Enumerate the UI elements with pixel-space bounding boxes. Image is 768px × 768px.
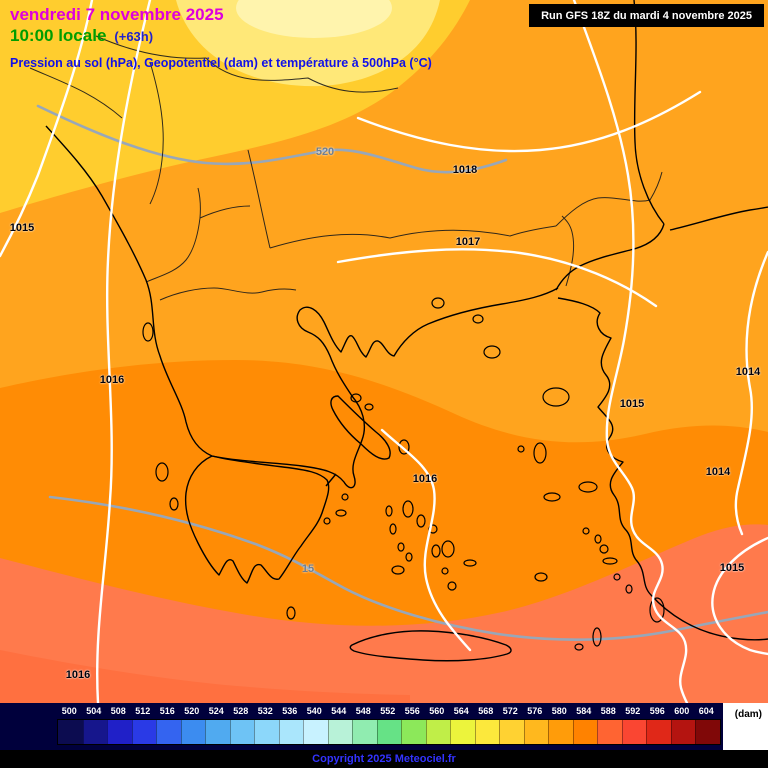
shading-band-salmon-deep: [0, 650, 410, 703]
legend-value: 596: [649, 706, 665, 716]
shading-bands: [0, 0, 768, 703]
legend-swatch: [670, 720, 695, 744]
coast-mainland-greece: [45, 125, 559, 489]
isobar-1015-right: [572, 0, 689, 703]
legend-value: 556: [404, 706, 420, 716]
isobar-1015-left: [0, 0, 94, 258]
coast-islands: [142, 297, 665, 651]
legend-rows: 500 504 508 512 516 520 524 528 532 536 540 544 548 5…: [57, 704, 721, 745]
coast-crete: [349, 630, 512, 662]
legend-value: 552: [380, 706, 396, 716]
country-borders: [29, 35, 663, 301]
legend-value: 548: [355, 706, 371, 716]
legend-swatch: [58, 720, 83, 744]
legend-swatch: [474, 720, 499, 744]
legend-value: 532: [257, 706, 273, 716]
weather-map-canvas: [0, 0, 768, 703]
legend-swatch: [523, 720, 548, 744]
legend-swatch: [572, 720, 597, 744]
legend-swatch-row: [57, 719, 721, 745]
legend-value: 540: [306, 706, 322, 716]
legend-swatch: [205, 720, 230, 744]
legend-swatch: [180, 720, 205, 744]
legend-swatch: [107, 720, 132, 744]
isobar-1017-center: [336, 248, 658, 308]
map-area: 1015 1016 1016 1018 1017 1016 1015 1014 1014 1015…: [0, 0, 768, 703]
isobar-1014-right-edge: [734, 250, 768, 536]
legend-value: 560: [429, 706, 445, 716]
coast-isthmus: [325, 473, 337, 487]
legend-swatch: [450, 720, 475, 744]
legend-values-row: 500 504 508 512 516 520 524 528 532 536 540 544 548 5…: [57, 704, 721, 719]
model-run-info: Run GFS 18Z du mardi 4 novembre 2025: [529, 4, 764, 27]
shading-band-pale-core: [236, 0, 392, 38]
legend-value: 504: [86, 706, 102, 716]
coast-blacksea-bulgaria: [633, 0, 665, 225]
shading-band-salmon: [0, 524, 768, 703]
legend-right-cap: (dam): [723, 703, 768, 750]
coast-euboea: [330, 395, 391, 460]
legend-value: 544: [331, 706, 347, 716]
legend-unit: (dam): [734, 709, 762, 720]
legend-value: 580: [551, 706, 567, 716]
legend-value: 576: [527, 706, 543, 716]
legend-value: 520: [184, 706, 200, 716]
legend-value: 568: [478, 706, 494, 716]
legend-value: 528: [233, 706, 249, 716]
map-parameters-subtitle: Pression au sol (hPa), Geopotentiel (dam…: [10, 56, 432, 71]
copyright-bar: Copyright 2025 Meteociel.fr: [0, 750, 768, 768]
forecast-time-row: 10:00 locale (+63h): [10, 26, 432, 47]
legend-swatch: [695, 720, 720, 744]
legend-value: 592: [625, 706, 641, 716]
legend-value: 584: [576, 706, 592, 716]
legend-value: 564: [453, 706, 469, 716]
isobar-lines: [0, 0, 768, 703]
coast-marmara-north: [555, 223, 665, 291]
legend-swatch: [425, 720, 450, 744]
legend-swatch: [131, 720, 156, 744]
legend-value: 536: [282, 706, 298, 716]
legend-swatch: [548, 720, 573, 744]
legend-value: 500: [61, 706, 77, 716]
map-header: vendredi 7 novembre 2025 10:00 locale (+…: [10, 5, 432, 72]
copyright-text: Copyright 2025 Meteociel.fr: [312, 753, 456, 765]
legend-swatch: [254, 720, 279, 744]
coast-peloponnese: [184, 455, 330, 584]
legend-swatch: [401, 720, 426, 744]
legend-value: 604: [698, 706, 714, 716]
coastlines: [45, 0, 768, 662]
isobar-1018-center: [356, 90, 702, 153]
legend-swatch: [303, 720, 328, 744]
coast-blacksea-turkey: [669, 206, 768, 231]
legend-swatch: [597, 720, 622, 744]
legend-swatch: [82, 720, 107, 744]
legend-swatch: [327, 720, 352, 744]
isobar-1015-bottom-right: [711, 536, 768, 656]
legend-value: 588: [600, 706, 616, 716]
legend-swatch: [646, 720, 671, 744]
isobar-1016-left: [95, 0, 152, 703]
legend-swatch: [499, 720, 524, 744]
legend-swatch: [278, 720, 303, 744]
legend-bar: (dam) 500 504 508 512 516 520 524 528 532 536 540 5…: [0, 703, 768, 750]
legend-value: 512: [135, 706, 151, 716]
legend-value: 572: [502, 706, 518, 716]
legend-swatch: [229, 720, 254, 744]
legend-value: 524: [208, 706, 224, 716]
isobar-1016-center: [380, 428, 472, 652]
coast-turkey-aegean: [557, 297, 768, 641]
legend-value: 508: [110, 706, 126, 716]
gray-contour-520: [36, 104, 508, 174]
legend-value: 600: [674, 706, 690, 716]
legend-swatch: [352, 720, 377, 744]
forecast-offset: (+63h): [114, 28, 154, 44]
legend-value: 516: [159, 706, 175, 716]
legend-swatch: [156, 720, 181, 744]
legend-swatch: [376, 720, 401, 744]
forecast-time: 10:00 locale: [10, 25, 107, 45]
legend-swatch: [621, 720, 646, 744]
forecast-date: vendredi 7 novembre 2025: [10, 5, 224, 24]
